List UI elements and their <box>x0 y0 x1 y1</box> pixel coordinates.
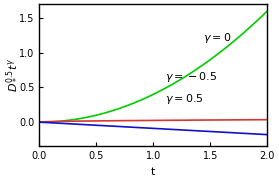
X-axis label: t: t <box>151 167 155 177</box>
Text: $\gamma = 0$: $\gamma = 0$ <box>203 31 232 45</box>
Text: $\gamma = 0.5$: $\gamma = 0.5$ <box>165 92 203 106</box>
Y-axis label: $D_*^{0.5}t^\gamma$: $D_*^{0.5}t^\gamma$ <box>4 58 18 92</box>
Text: $\gamma = -0.5$: $\gamma = -0.5$ <box>165 70 217 84</box>
